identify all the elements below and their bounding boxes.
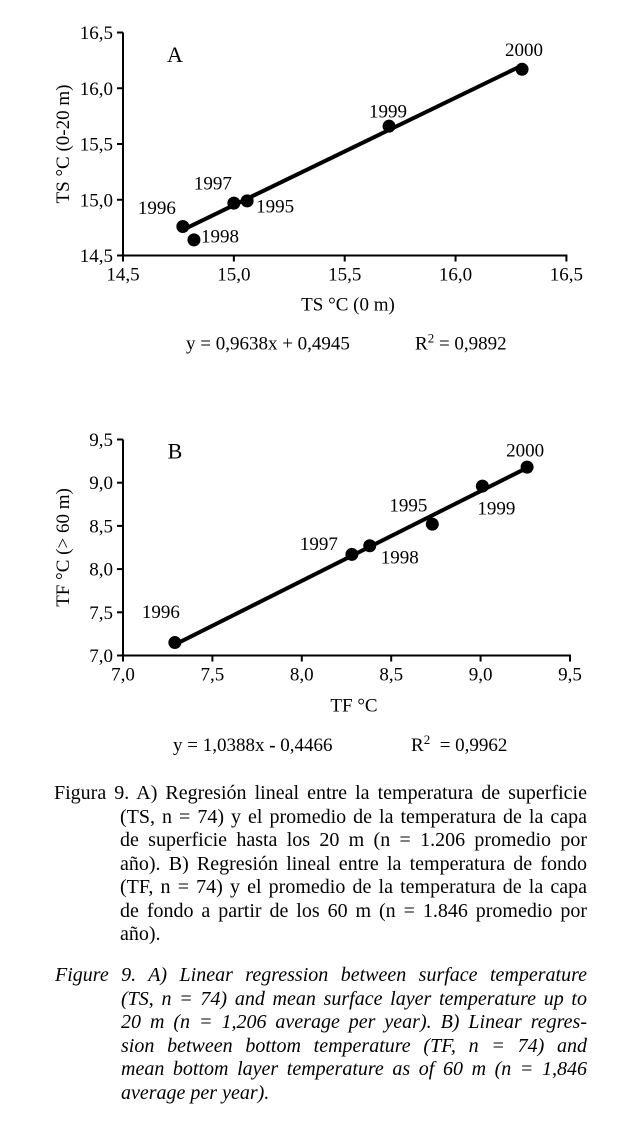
data-point-1997 (227, 196, 241, 210)
y-axis-title: TS °C (0-20 m) (53, 85, 74, 204)
y-tick-label: 9,5 (89, 430, 113, 451)
data-point-1995 (425, 517, 439, 531)
x-tick-label: 9,5 (558, 665, 582, 686)
x-tick-label: 7,5 (201, 665, 225, 686)
x-tick-label: 16,0 (439, 265, 472, 286)
y-tick-label: 9,0 (89, 473, 113, 494)
point-year-label: 1995 (256, 196, 294, 217)
caption-line: Figura 9. A) Regresión lineal entre la t… (54, 782, 587, 804)
point-year-label: 1997 (194, 174, 232, 195)
point-year-label: 1998 (381, 547, 419, 568)
data-point-1999 (382, 119, 396, 133)
x-tick-label: 16,5 (550, 265, 583, 286)
y-tick-label: 15,5 (80, 135, 113, 156)
regression-equation: y = 0,9638x + 0,4945 (186, 334, 350, 355)
scatter-plot-a: 14,5 15,0 15,5 16,0 16,5 14,5 15,0 15,5 16,0 16,5… (53, 23, 583, 355)
data-point-1997 (345, 547, 359, 561)
y-tick-label: 16,5 (80, 23, 113, 44)
panel-label: B (168, 439, 183, 464)
x-tick-label: 8,0 (290, 665, 314, 686)
caption-line: (TS, n = 74) and mean surface layer temp… (121, 987, 587, 1010)
x-tick-label: 9,0 (469, 665, 493, 686)
data-point-1995 (240, 194, 254, 208)
data-point-1998 (187, 233, 201, 247)
point-year-label: 1995 (389, 496, 427, 517)
y-axis-title: TF °C (> 60 m) (53, 488, 74, 607)
x-tick-label: 8,5 (379, 665, 403, 686)
y-tick-label: 7,5 (89, 603, 113, 624)
caption-line: 20 m (n = 1,206 average per year). B) Li… (121, 1011, 587, 1033)
y-tick-label: 7,0 (89, 646, 113, 667)
caption-line: sion between bottom temperature (TF, n =… (121, 1034, 587, 1057)
y-tick-label: 15,0 (80, 190, 113, 211)
data-point-1996 (168, 636, 182, 650)
y-tick-label: 8,0 (89, 560, 113, 581)
caption-line: año). B) Regresión lineal entre la tempe… (120, 852, 587, 875)
x-tick-label: 7,0 (111, 665, 135, 686)
caption-english: Figure 9. A) Linear regression between s… (55, 964, 587, 1105)
caption-line: average per year). (121, 1081, 270, 1104)
y-tick-label: 14,5 (80, 246, 113, 267)
x-tick-label: 15,5 (328, 265, 361, 286)
caption-line: Figure 9. A) Linear regression between s… (55, 964, 587, 986)
r-squared: R2 = 0,9892 (415, 331, 507, 355)
data-point-1996 (176, 220, 190, 234)
caption-line: (TS, n = 74) y el promedio de la tempera… (120, 805, 587, 828)
point-year-label: 2000 (506, 441, 544, 462)
caption-line: mean bottom layer temperature as of 60 m… (121, 1058, 587, 1080)
point-year-label: 1999 (477, 499, 515, 520)
x-axis-title: TF °C (330, 696, 377, 717)
caption-spanish: Figura 9. A) Regresión lineal entre la t… (54, 782, 587, 947)
caption-line: de superficie hasta los 20 m (n = 1.206 … (120, 829, 587, 851)
data-point-2000 (520, 460, 534, 474)
panel-label: A (167, 42, 183, 67)
y-tick-label: 8,5 (89, 516, 113, 537)
r-squared: R2 = 0,9962 (411, 732, 507, 756)
data-point-1998 (363, 539, 377, 553)
scatter-plot-b: 7,0 7,5 8,0 8,5 9,0 9,5 7,0 7,5 8,0 8,5 9,0 9,5 TF °… (53, 430, 582, 756)
point-year-label: 1999 (369, 102, 407, 123)
x-tick-label: 15,0 (217, 265, 250, 286)
caption-line: de fondo a partir de los 60 m (n = 1.846… (120, 899, 587, 922)
caption-line: año). (120, 923, 161, 945)
y-tick-label: 16,0 (80, 79, 113, 100)
point-year-label: 1996 (142, 602, 180, 623)
point-year-label: 1998 (201, 226, 239, 247)
data-point-1999 (475, 479, 489, 493)
data-point-2000 (515, 62, 529, 76)
regression-equation: y = 1,0388x - 0,4466 (173, 735, 333, 756)
x-tick-label: 14,5 (106, 265, 139, 286)
x-axis-title: TS °C (0 m) (301, 295, 395, 316)
caption-line: (TF, n = 74) y el promedio de la tempera… (120, 876, 587, 898)
point-year-label: 1996 (138, 198, 176, 219)
point-year-label: 2000 (505, 40, 543, 61)
point-year-label: 1997 (300, 534, 338, 555)
